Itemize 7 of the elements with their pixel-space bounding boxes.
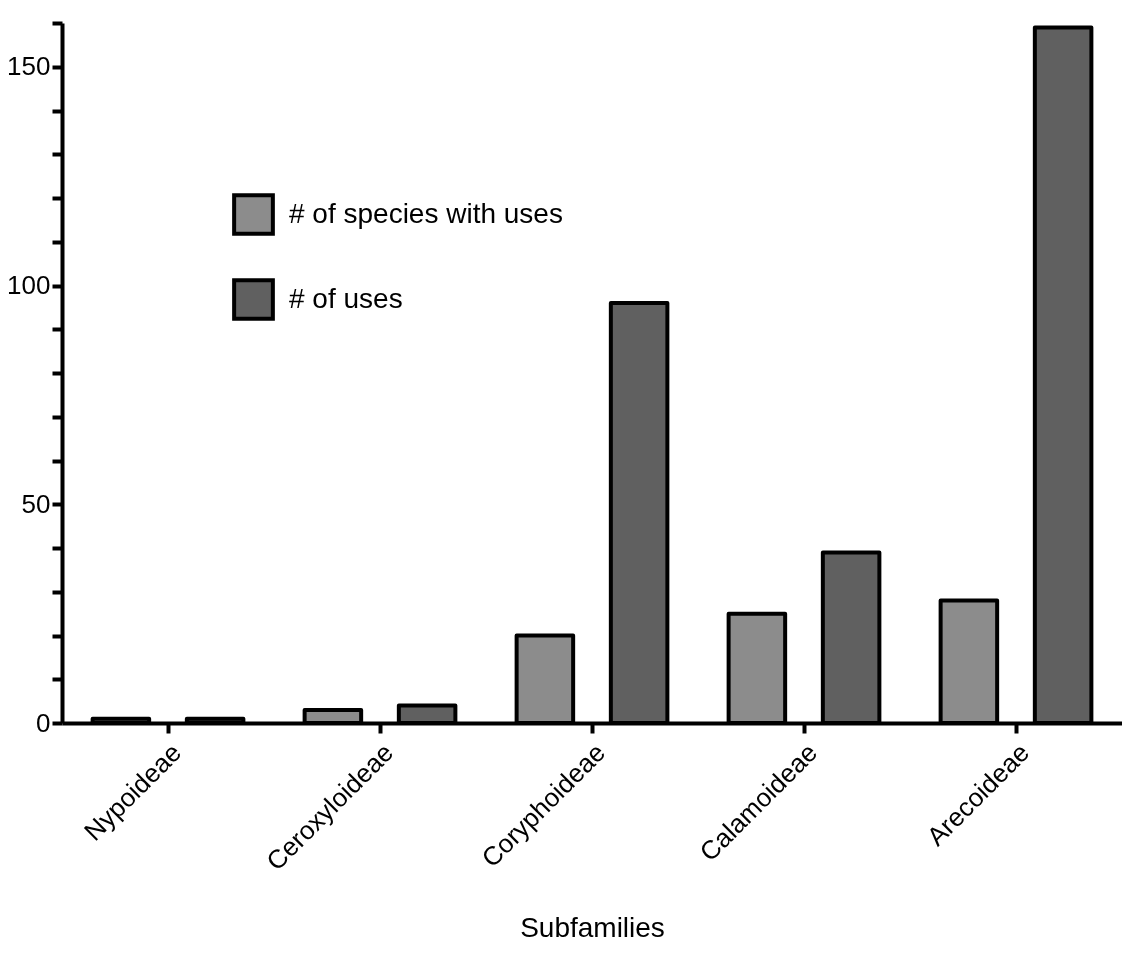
y-tick-label: 100 [7, 270, 51, 300]
legend-label: # of uses [289, 282, 403, 314]
y-tick-label: 0 [36, 707, 51, 738]
x-axis-title: Subfamilies [520, 912, 665, 944]
y-tick-label: 150 [7, 51, 51, 82]
legend-label: # of species with uses [289, 197, 563, 229]
y-tick-label: 50 [21, 488, 51, 519]
